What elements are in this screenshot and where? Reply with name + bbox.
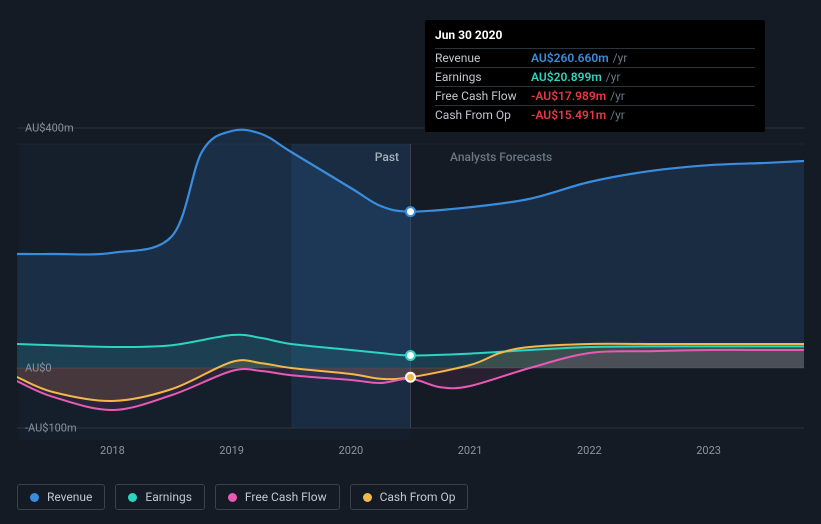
tooltip-row: EarningsAU$20.899m/yr bbox=[435, 67, 755, 86]
tooltip-title: Jun 30 2020 bbox=[435, 26, 755, 48]
legend-dot-icon bbox=[228, 493, 237, 502]
section-label-past: Past bbox=[375, 150, 399, 164]
legend-item-cashop[interactable]: Cash From Op bbox=[350, 484, 469, 510]
x-axis-label: 2022 bbox=[577, 444, 602, 457]
tooltip-row-value: AU$260.660m bbox=[531, 51, 609, 65]
legend-label: Revenue bbox=[47, 490, 92, 504]
tooltip-row-value: AU$20.899m bbox=[531, 70, 602, 84]
legend-dot-icon bbox=[363, 493, 372, 502]
legend-item-fcf[interactable]: Free Cash Flow bbox=[215, 484, 340, 510]
x-axis-label: 2021 bbox=[458, 444, 483, 457]
x-axis-labels: 2018 2019 2020 2021 2022 2023 bbox=[17, 444, 804, 464]
tooltip-row-label: Cash From Op bbox=[435, 108, 531, 122]
legend-item-revenue[interactable]: Revenue bbox=[17, 484, 105, 510]
tooltip-row-value: -AU$17.989m bbox=[531, 89, 606, 103]
y-axis-label: AU$400m bbox=[25, 122, 85, 135]
tooltip-rows: RevenueAU$260.660m/yrEarningsAU$20.899m/… bbox=[435, 48, 755, 124]
x-axis-label: 2023 bbox=[696, 444, 721, 457]
legend-label: Free Cash Flow bbox=[245, 490, 327, 504]
tooltip-row-unit: /yr bbox=[613, 51, 628, 65]
tooltip-row-unit: /yr bbox=[610, 89, 625, 103]
y-axis-label: -AU$100m bbox=[25, 422, 85, 435]
legend-item-earnings[interactable]: Earnings bbox=[115, 484, 205, 510]
tooltip-row: Cash From Op-AU$15.491m/yr bbox=[435, 105, 755, 124]
x-axis-label: 2018 bbox=[100, 444, 125, 457]
tooltip-row-unit: /yr bbox=[606, 70, 621, 84]
tooltip-row-label: Earnings bbox=[435, 70, 531, 84]
x-axis-label: 2019 bbox=[219, 444, 244, 457]
tooltip-row: Free Cash Flow-AU$17.989m/yr bbox=[435, 86, 755, 105]
legend-label: Earnings bbox=[145, 490, 192, 504]
section-label-forecast: Analysts Forecasts bbox=[450, 150, 552, 164]
tooltip-row-label: Free Cash Flow bbox=[435, 89, 531, 103]
tooltip-row-value: -AU$15.491m bbox=[531, 108, 606, 122]
x-axis-label: 2020 bbox=[339, 444, 364, 457]
tooltip-row-label: Revenue bbox=[435, 51, 531, 65]
y-axis-label: AU$0 bbox=[25, 362, 85, 375]
hover-tooltip: Jun 30 2020 RevenueAU$260.660m/yrEarning… bbox=[425, 20, 765, 132]
legend: Revenue Earnings Free Cash Flow Cash From O… bbox=[17, 484, 468, 510]
legend-dot-icon bbox=[128, 493, 137, 502]
tooltip-row: RevenueAU$260.660m/yr bbox=[435, 48, 755, 67]
tooltip-row-unit: /yr bbox=[610, 108, 625, 122]
legend-dot-icon bbox=[30, 493, 39, 502]
legend-label: Cash From Op bbox=[380, 490, 456, 504]
